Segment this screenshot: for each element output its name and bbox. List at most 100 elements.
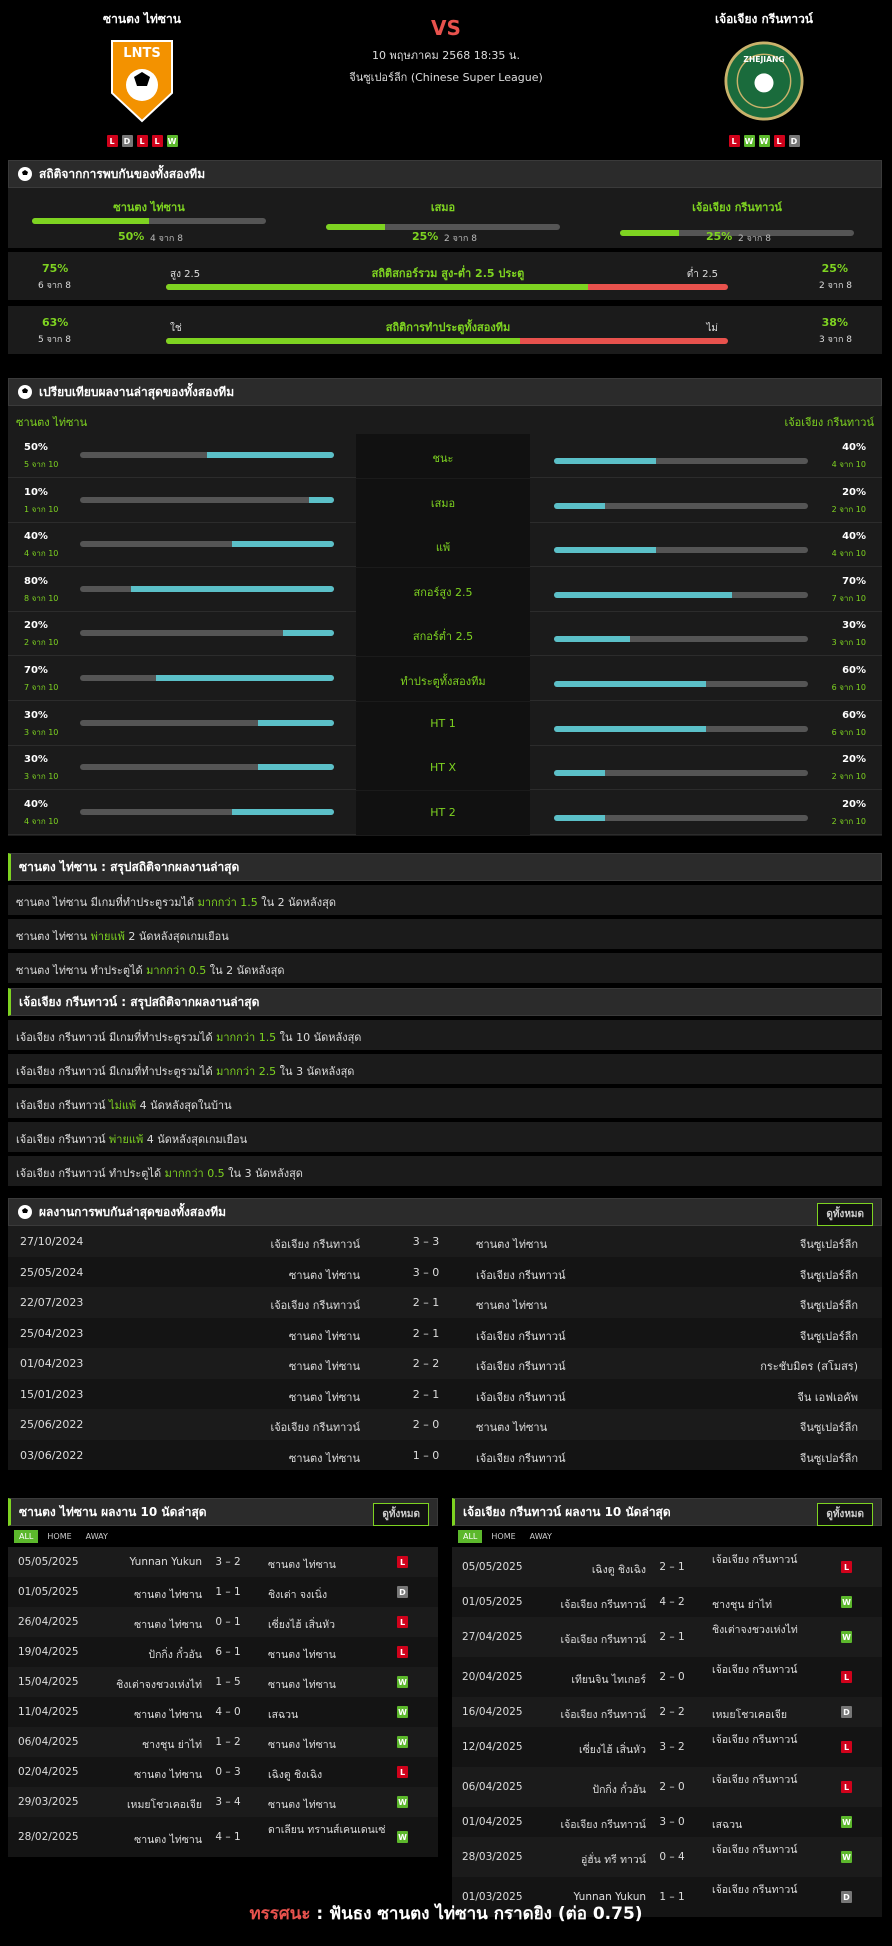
home-team[interactable]: ซานตง ไท่ซาน: [134, 1769, 202, 1781]
home-team[interactable]: เฉิงตู ชิงเฉิง: [591, 1564, 646, 1576]
home-team[interactable]: เจ้อเจียง กรีนทาวน์: [560, 1709, 646, 1721]
last10-row[interactable]: 28/02/2025 ซานตง ไท่ซาน 4 – 1 ดาเลียน ทรานส…: [8, 1817, 438, 1857]
home-team[interactable]: ซานตง ไท่ซาน: [288, 1451, 360, 1465]
home-team[interactable]: เทียนจิน ไทเกอร์: [571, 1674, 646, 1686]
away-team[interactable]: ชางชุน ย่าไท่: [712, 1599, 773, 1611]
h2h-result-row[interactable]: 25/05/2024 ซานตง ไท่ซาน 3 – 0 เจ้อเจียง กรี…: [8, 1256, 882, 1287]
away-team[interactable]: เจ้อเจียง กรีนทาวน์: [712, 1844, 798, 1856]
home-team[interactable]: ซานตง ไท่ซาน: [134, 1834, 202, 1846]
last10-row[interactable]: 27/04/2025 เจ้อเจียง กรีนทาวน์ 2 – 1 ชิงเต่…: [452, 1617, 882, 1657]
h2h-result-row[interactable]: 15/01/2023 ซานตง ไท่ซาน 2 – 1 เจ้อเจียง กรี…: [8, 1378, 882, 1409]
away-team[interactable]: เจ้อเจียง กรีนทาวน์: [476, 1451, 566, 1465]
score: 3 – 4: [215, 1796, 241, 1808]
tab-all[interactable]: ALL: [458, 1530, 483, 1543]
home-team[interactable]: เจ้อเจียง กรีนทาวน์: [560, 1819, 646, 1831]
last10-row[interactable]: 05/05/2025 Yunnan Yukun 3 – 2 ซานตง ไท่ซาน L: [8, 1547, 438, 1577]
h2h-result-row[interactable]: 25/04/2023 ซานตง ไท่ซาน 2 – 1 เจ้อเจียง กรี…: [8, 1317, 882, 1348]
last10-row[interactable]: 11/04/2025 ซานตง ไท่ซาน 4 – 0 เสฉวน W: [8, 1697, 438, 1727]
home-team[interactable]: เจ้อเจียง กรีนทาวน์: [270, 1238, 360, 1251]
home-team[interactable]: เจ้อเจียง กรีนทาวน์: [270, 1299, 360, 1312]
tab-away[interactable]: AWAY: [85, 1532, 108, 1541]
last10-row[interactable]: 29/03/2025 เหมยโชวเคอเจีย 3 – 4 ซานตง ไท่ซา…: [8, 1787, 438, 1817]
h2h-result-row[interactable]: 27/10/2024 เจ้อเจียง กรีนทาวน์ 3 – 3 ซานตง …: [8, 1226, 882, 1257]
last10-row[interactable]: 01/05/2025 ซานตง ไท่ซาน 1 – 1 ชิงเต่า จงเนิ…: [8, 1577, 438, 1607]
home-team[interactable]: ซานตง ไท่ซาน: [134, 1619, 202, 1631]
home-team[interactable]: ชางชุน ย่าไท่: [141, 1739, 202, 1751]
away-team[interactable]: เจ้อเจียง กรีนทาวน์: [476, 1329, 566, 1343]
home-team-name[interactable]: ซานตง ไท่ซาน: [103, 12, 181, 26]
home-team[interactable]: อู่ฮั่น ทรี ทาวน์: [580, 1854, 646, 1866]
home-team[interactable]: ซานตง ไท่ซาน: [288, 1329, 360, 1343]
away-team[interactable]: ซานตง ไท่ซาน: [268, 1799, 336, 1811]
last10-row[interactable]: 05/05/2025 เฉิงตู ชิงเฉิง 2 – 1 เจ้อเจียง ก…: [452, 1547, 882, 1587]
home-team[interactable]: ชิงเต่าจงชวงเห่งไท่: [116, 1679, 202, 1691]
away-team[interactable]: ซานตง ไท่ซาน: [268, 1559, 336, 1571]
away-team[interactable]: เจ้อเจียง กรีนทาวน์: [476, 1268, 566, 1282]
away-team[interactable]: ชิงเต่า จงเนิ่ง: [268, 1589, 328, 1601]
home-team[interactable]: ซานตง ไท่ซาน: [134, 1589, 202, 1601]
home-team[interactable]: เจ้อเจียง กรีนทาวน์: [270, 1421, 360, 1434]
h2h-result-row[interactable]: 01/04/2023 ซานตง ไท่ซาน 2 – 2 เจ้อเจียง กรี…: [8, 1348, 882, 1379]
away-team[interactable]: เฉิงตู ชิงเฉิง: [268, 1769, 323, 1781]
last10-row[interactable]: 28/03/2025 อู่ฮั่น ทรี ทาวน์ 0 – 4 เจ้อเจีย…: [452, 1837, 882, 1877]
away-team[interactable]: เซี่ยงไฮ้ เสิ่นหัว: [268, 1619, 336, 1631]
h2h-view-all-button[interactable]: ดูทั้งหมด: [817, 1203, 873, 1226]
away-team[interactable]: ซานตง ไท่ซาน: [268, 1679, 336, 1691]
away-team[interactable]: เสฉวน: [268, 1709, 299, 1721]
tab-all[interactable]: ALL: [14, 1530, 39, 1543]
home-team[interactable]: ซานตง ไท่ซาน: [288, 1268, 360, 1282]
last10-row[interactable]: 01/04/2025 เจ้อเจียง กรีนทาวน์ 3 – 0 เสฉวน W: [452, 1807, 882, 1837]
last10-row[interactable]: 06/04/2025 ปักกิ่ง กั๋วอัน 2 – 0 เจ้อเจียง …: [452, 1767, 882, 1807]
away-team[interactable]: เสฉวน: [712, 1819, 743, 1831]
last10-row[interactable]: 01/03/2025 Yunnan Yukun 1 – 1 เจ้อเจียง กรี…: [452, 1877, 882, 1917]
h2h-result-row[interactable]: 25/06/2022 เจ้อเจียง กรีนทาวน์ 2 – 0 ซานตง …: [8, 1409, 882, 1440]
last10-row[interactable]: 02/04/2025 ซานตง ไท่ซาน 0 – 3 เฉิงตู ชิงเฉิ…: [8, 1757, 438, 1787]
last10-row[interactable]: 16/04/2025 เจ้อเจียง กรีนทาวน์ 2 – 2 เหมยโช…: [452, 1697, 882, 1727]
away-team[interactable]: เหมยโชวเคอเจีย: [712, 1709, 788, 1721]
last10-row[interactable]: 20/04/2025 เทียนจิน ไทเกอร์ 2 – 0 เจ้อเจียง…: [452, 1657, 882, 1697]
away-team[interactable]: ซานตง ไท่ซาน: [268, 1739, 336, 1751]
home-team[interactable]: ซานตง ไท่ซาน: [288, 1390, 360, 1404]
away-team[interactable]: ซานตง ไท่ซาน: [476, 1238, 548, 1251]
last10-row[interactable]: 06/04/2025 ชางชุน ย่าไท่ 1 – 2 ซานตง ไท่ซาน…: [8, 1727, 438, 1757]
away-team-name[interactable]: เจ้อเจียง กรีนทาวน์: [714, 12, 814, 26]
away-team[interactable]: ซานตง ไท่ซาน: [476, 1299, 548, 1312]
away-team[interactable]: ชิงเต่าจงชวงเห่งไท่: [712, 1624, 798, 1636]
bar-fill: [326, 224, 385, 230]
away-team[interactable]: เจ้อเจียง กรีนทาวน์: [476, 1390, 566, 1404]
home-team[interactable]: เซี่ยงไฮ้ เสิ่นหัว: [578, 1744, 646, 1756]
away-team[interactable]: เจ้อเจียง กรีนทาวน์: [476, 1360, 566, 1373]
away-team[interactable]: เจ้อเจียง กรีนทาวน์: [712, 1734, 798, 1746]
home-team[interactable]: ปักกิ่ง กั๋วอัน: [148, 1649, 202, 1661]
home-team[interactable]: Yunnan Yukun: [129, 1556, 202, 1568]
away-team[interactable]: เจ้อเจียง กรีนทาวน์: [712, 1774, 798, 1786]
home-team[interactable]: เจ้อเจียง กรีนทาวน์: [560, 1634, 646, 1646]
h2h-result-row[interactable]: 22/07/2023 เจ้อเจียง กรีนทาวน์ 2 – 1 ซานตง …: [8, 1287, 882, 1318]
last10-home-view-all-button[interactable]: ดูทั้งหมด: [373, 1503, 429, 1526]
tab-home[interactable]: HOME: [491, 1532, 516, 1541]
away-team[interactable]: ซานตง ไท่ซาน: [476, 1421, 548, 1434]
away-team[interactable]: ดาเลียน ทรานส์เคนเดนเซ่: [268, 1824, 386, 1836]
last10-row[interactable]: 26/04/2025 ซานตง ไท่ซาน 0 – 1 เซี่ยงไฮ้ เสิ…: [8, 1607, 438, 1637]
home-team[interactable]: Yunnan Yukun: [573, 1891, 646, 1903]
home-team[interactable]: เหมยโชวเคอเจีย: [126, 1799, 202, 1811]
home-team[interactable]: ปักกิ่ง กั๋วอัน: [592, 1784, 646, 1796]
tab-away[interactable]: AWAY: [529, 1532, 552, 1541]
away-team[interactable]: เจ้อเจียง กรีนทาวน์: [712, 1884, 798, 1896]
home-team[interactable]: เจ้อเจียง กรีนทาวน์: [560, 1599, 646, 1611]
h2h-result-row[interactable]: 03/06/2022 ซานตง ไท่ซาน 1 – 0 เจ้อเจียง กรี…: [8, 1439, 882, 1470]
tab-home[interactable]: HOME: [47, 1532, 72, 1541]
home-team[interactable]: ซานตง ไท่ซาน: [288, 1360, 360, 1373]
league-name[interactable]: จีนซูเปอร์ลีก (Chinese Super League): [349, 71, 543, 84]
home-team[interactable]: ซานตง ไท่ซาน: [134, 1709, 202, 1721]
away-team[interactable]: เจ้อเจียง กรีนทาวน์: [712, 1554, 798, 1566]
away-team[interactable]: ซานตง ไท่ซาน: [268, 1649, 336, 1661]
last10-row[interactable]: 19/04/2025 ปักกิ่ง กั๋วอัน 6 – 1 ซานตง ไท่ซ…: [8, 1637, 438, 1667]
last10-row[interactable]: 15/04/2025 ชิงเต่าจงชวงเห่งไท่ 1 – 5 ซานตง …: [8, 1667, 438, 1697]
away-team[interactable]: เจ้อเจียง กรีนทาวน์: [712, 1664, 798, 1676]
last10-row[interactable]: 12/04/2025 เซี่ยงไฮ้ เสิ่นหัว 3 – 2 เจ้อเจี…: [452, 1727, 882, 1767]
last10-row[interactable]: 01/05/2025 เจ้อเจียง กรีนทาวน์ 4 – 2 ชางชุน…: [452, 1587, 882, 1617]
last10-away-view-all-button[interactable]: ดูทั้งหมด: [817, 1503, 873, 1526]
